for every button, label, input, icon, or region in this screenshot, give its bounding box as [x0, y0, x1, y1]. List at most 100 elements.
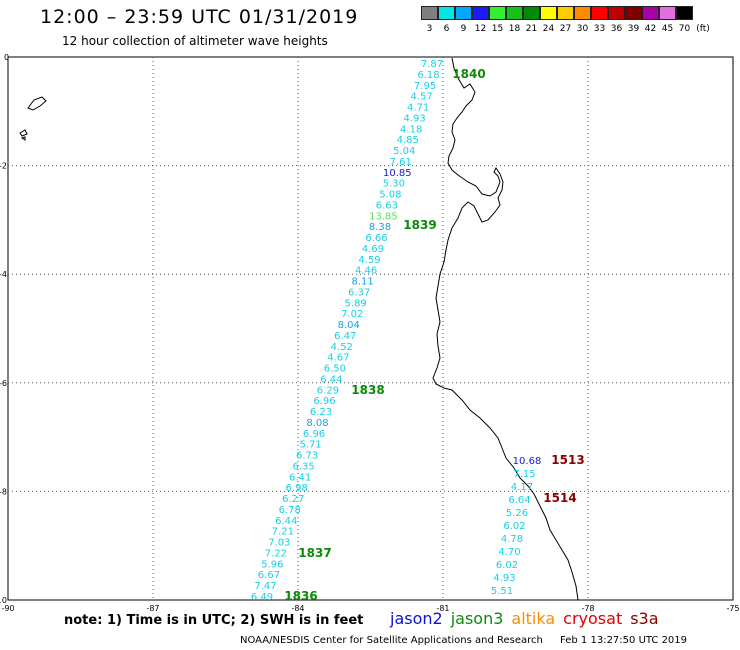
wave-height-label: 6.66 [365, 233, 387, 244]
galapagos-island [27, 96, 47, 111]
scale-swatch-45 [659, 6, 676, 20]
wave-height-label: 5.89 [345, 298, 367, 309]
scale-label: 9 [460, 24, 467, 34]
galapagos-island [20, 136, 26, 141]
lat-tick-label: -10 [0, 596, 7, 605]
wave-height-label: 6.96 [303, 429, 325, 440]
lon-tick-label: -81 [436, 604, 449, 613]
lat-tick-label: -2 [0, 162, 7, 171]
wave-height-label: 6.96 [313, 396, 335, 407]
credit-line: NOAA/NESDIS Center for Satellite Applica… [240, 635, 687, 646]
wave-height-label: 8.11 [351, 277, 373, 288]
wave-height-label: 4.18 [400, 124, 422, 135]
scale-label: 33 [593, 24, 606, 34]
scale-label: 42 [644, 24, 657, 34]
scale-swatch-12 [472, 6, 489, 20]
wave-height-label: 6.73 [296, 451, 318, 462]
wave-height-label: 5.96 [261, 559, 283, 570]
wave-height-label: 4.93 [404, 113, 426, 124]
wave-height-label: 4.78 [501, 534, 523, 545]
wave-height-label: 5.71 [299, 440, 321, 451]
galapagos-island [19, 129, 28, 137]
wave-height-label: 6.35 [292, 461, 314, 472]
wave-height-label: 6.78 [279, 505, 301, 516]
legend-jason3: jason3 [450, 609, 504, 628]
scale-swatch-21 [523, 6, 540, 20]
scale-swatch-30 [574, 6, 591, 20]
scale-label: 12 [474, 24, 487, 34]
lat-tick-label: -6 [0, 379, 7, 388]
wave-height-label: 6.44 [320, 374, 342, 385]
lon-tick-label: -90 [1, 604, 14, 613]
scale-swatch-6 [438, 6, 455, 20]
chart-subtitle: 12 hour collection of altimeter wave hei… [62, 34, 328, 48]
wave-height-label: 7.02 [341, 309, 363, 320]
wave-height-label: 4.52 [331, 342, 353, 353]
wave-height-label: 7.21 [272, 527, 294, 538]
legend-jason2: jason2 [390, 609, 443, 628]
wave-height-label: 6.18 [417, 70, 439, 81]
lon-tick-label: -78 [581, 604, 594, 613]
wave-height-label: 5.30 [383, 179, 405, 190]
wave-height-label: 6.47 [334, 331, 356, 342]
wave-height-label: 6.27 [282, 494, 304, 505]
pass-time-label: 1514 [543, 491, 576, 505]
wave-height-label: 6.44 [275, 516, 297, 527]
scale-label: 24 [542, 24, 555, 34]
wave-height-label: 4.57 [410, 92, 432, 103]
pass-time-label: 1839 [403, 218, 436, 232]
scale-label: 36 [610, 24, 623, 34]
wave-height-label: 8.08 [306, 418, 328, 429]
wave-height-label: 4.67 [327, 353, 349, 364]
wave-height-label: 5.04 [393, 146, 415, 157]
wave-height-label: 7.61 [390, 157, 412, 168]
scale-swatch-9 [455, 6, 472, 20]
legend-cryosat: cryosat [563, 609, 623, 628]
wave-height-label: 6.23 [310, 407, 332, 418]
credit-text: NOAA/NESDIS Center for Satellite Applica… [240, 635, 543, 646]
legend-altika: altika [511, 609, 556, 628]
wave-height-label: 7.95 [414, 81, 436, 92]
wave-height-label: 7.15 [513, 469, 535, 480]
satellite-legend: jason2 jason3 altika cryosat s3a [390, 609, 667, 628]
wave-height-label: 4.17 [511, 482, 533, 493]
south-america-coastline [432, 57, 579, 601]
scale-swatch-39 [625, 6, 642, 20]
scale-swatch-42 [642, 6, 659, 20]
wave-height-label: 6.67 [258, 570, 280, 581]
scale-label: 30 [576, 24, 589, 34]
wave-height-label: 8.04 [338, 320, 360, 331]
scale-swatch-36 [608, 6, 625, 20]
chart-title: 12:00 – 23:59 UTC 01/31/2019 [40, 6, 359, 28]
pass-time-label: 1513 [551, 453, 584, 467]
wave-height-color-scale: 3 6 9 12 15 18 21 24 27 30 33 36 39 42 45 70 (ft) [421, 6, 727, 38]
wave-height-label: 7.87 [421, 59, 443, 70]
lat-tick-label: -4 [0, 270, 7, 279]
wave-height-label: 4.70 [498, 547, 520, 558]
pass-time-label: 1838 [351, 383, 384, 397]
scale-unit-label: (ft) [696, 24, 710, 34]
pass-time-label: 1836 [284, 589, 317, 603]
scale-label: 15 [491, 24, 504, 34]
wave-height-label: 5.26 [506, 508, 528, 519]
scale-label: 21 [525, 24, 538, 34]
wave-height-label: 4.71 [407, 103, 429, 114]
scale-label: 27 [559, 24, 572, 34]
wave-height-label: 7.22 [265, 548, 287, 559]
pass-time-label: 1840 [452, 67, 485, 81]
wave-height-label: 6.98 [286, 483, 308, 494]
wave-height-label: 6.49 [251, 592, 273, 603]
lat-tick-label: 0 [4, 53, 9, 62]
wave-height-label: 4.69 [362, 244, 384, 255]
wave-height-label: 4.85 [397, 135, 419, 146]
lon-tick-label: -84 [291, 604, 304, 613]
wave-height-label: 5.08 [379, 190, 401, 201]
scale-label: 18 [508, 24, 521, 34]
wave-height-label: 5.51 [491, 586, 513, 597]
scale-swatch-70 [676, 6, 693, 20]
wave-height-label: 6.02 [503, 521, 525, 532]
wave-height-label: 6.29 [317, 385, 339, 396]
scale-swatch-15 [489, 6, 506, 20]
wave-height-label: 8.38 [369, 222, 391, 233]
